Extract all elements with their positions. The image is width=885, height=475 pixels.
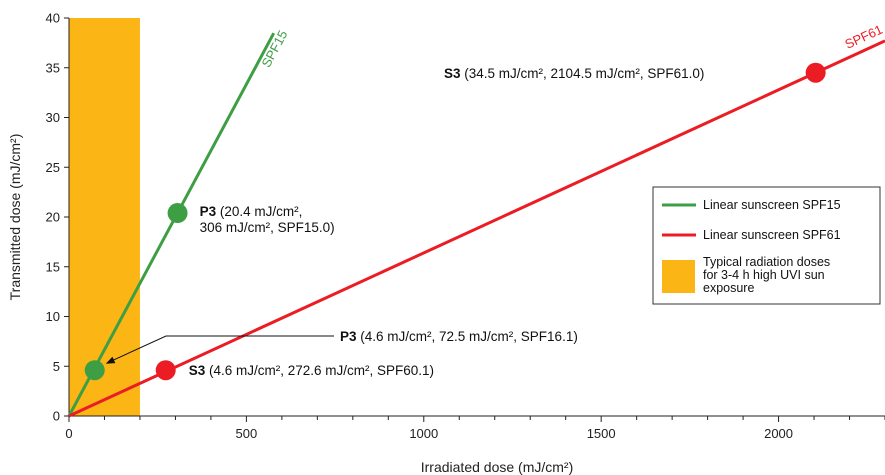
data-point-s3-high bbox=[805, 62, 826, 83]
legend-label-line: Typical radiation doses bbox=[703, 255, 830, 269]
y-tick-label: 5 bbox=[53, 359, 60, 374]
annotation-id: P3 bbox=[200, 204, 217, 219]
legend-label-spf61: Linear sunscreen SPF61 bbox=[703, 228, 841, 242]
x-tick-label: 2000 bbox=[764, 426, 793, 441]
data-point-p3-high bbox=[167, 203, 188, 224]
y-tick-label: 25 bbox=[46, 160, 60, 175]
data-point-p3-low bbox=[84, 360, 105, 381]
annotation-p3-high: P3 (20.4 mJ/cm², 306 mJ/cm², SPF15.0) bbox=[200, 204, 335, 235]
annotation-values: (4.6 mJ/cm², 72.5 mJ/cm², SPF16.1) bbox=[360, 329, 578, 344]
legend-swatch-band bbox=[662, 260, 695, 293]
annotation-s3-high: S3 (34.5 mJ/cm², 2104.5 mJ/cm², SPF61.0) bbox=[444, 66, 704, 81]
annotation-values-line2: 306 mJ/cm², SPF15.0) bbox=[200, 220, 335, 235]
y-axis-title: Transmitted dose (mJ/cm²) bbox=[7, 134, 23, 301]
legend-label-band: Typical radiation doses for 3-4 h high U… bbox=[703, 255, 834, 295]
legend: Linear sunscreen SPF15 Linear sunscreen … bbox=[652, 186, 881, 305]
x-tick-label: 1000 bbox=[409, 426, 438, 441]
y-tick-label: 10 bbox=[46, 309, 60, 324]
x-tick-label: 1500 bbox=[587, 426, 616, 441]
annotation-values: (34.5 mJ/cm², 2104.5 mJ/cm², SPF61.0) bbox=[464, 66, 704, 81]
legend-label-spf15: Linear sunscreen SPF15 bbox=[703, 198, 841, 212]
y-tick-label: 0 bbox=[53, 409, 60, 424]
series-line-spf15 bbox=[67, 32, 276, 417]
arrow-head-icon bbox=[105, 356, 116, 364]
data-point-s3-low bbox=[155, 360, 176, 381]
series-line-spf61 bbox=[68, 39, 885, 418]
x-axis-title: Irradiated dose (mJ/cm²) bbox=[421, 459, 573, 475]
annotation-values: (4.6 mJ/cm², 272.6 mJ/cm², SPF60.1) bbox=[209, 363, 434, 378]
p3-low-leader-line bbox=[108, 335, 334, 363]
sun-exposure-band bbox=[69, 18, 140, 416]
y-tick-label: 40 bbox=[46, 11, 60, 26]
annotation-id: S3 bbox=[444, 66, 461, 81]
x-axis-ticks: 0 500 1000 1500 2000 bbox=[65, 416, 885, 441]
x-tick-label: 0 bbox=[65, 426, 72, 441]
annotation-id: P3 bbox=[340, 329, 357, 344]
annotation-p3-low: P3 (4.6 mJ/cm², 72.5 mJ/cm², SPF16.1) bbox=[340, 329, 578, 344]
y-tick-label: 35 bbox=[46, 60, 60, 75]
legend-label-line: exposure bbox=[703, 281, 754, 295]
y-tick-label: 15 bbox=[46, 259, 60, 274]
annotation-s3-low: S3 (4.6 mJ/cm², 272.6 mJ/cm², SPF60.1) bbox=[189, 363, 434, 378]
annotation-id: S3 bbox=[189, 363, 206, 378]
y-axis-ticks: 0 5 10 15 20 25 30 35 40 bbox=[46, 11, 69, 424]
series-label-spf61: SPF61 bbox=[843, 22, 885, 52]
annotation-values: (20.4 mJ/cm², bbox=[220, 204, 303, 219]
x-tick-label: 500 bbox=[236, 426, 258, 441]
y-tick-label: 30 bbox=[46, 110, 60, 125]
legend-label-line: for 3-4 h high UVI sun bbox=[703, 268, 825, 282]
series-label-spf15: SPF15 bbox=[258, 28, 290, 70]
y-tick-label: 20 bbox=[46, 210, 60, 225]
